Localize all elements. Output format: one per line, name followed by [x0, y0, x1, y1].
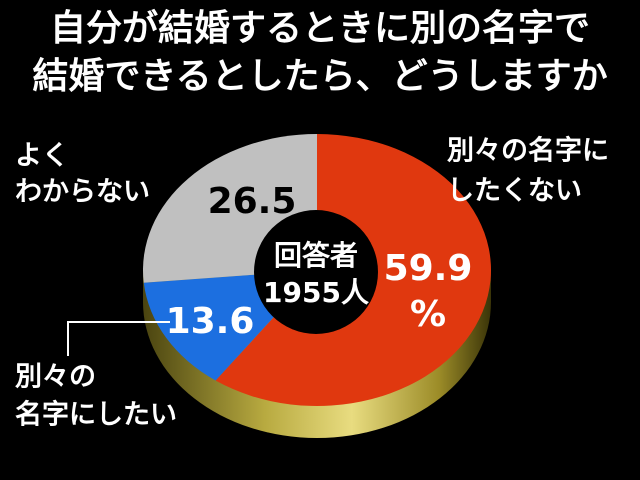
category-label: 別々の名字に: [447, 135, 609, 167]
pie: [143, 134, 491, 438]
value-label: %: [410, 294, 446, 335]
value-label: 13.6: [166, 301, 255, 342]
category-label: 名字にしたい: [15, 399, 177, 431]
category-label: 別々の: [15, 362, 96, 393]
chart-title: 自分が結婚するときに別の名字で: [50, 8, 590, 49]
chart-title: 結婚できるとしたら、どうしますか: [32, 56, 607, 97]
value-label: 26.5: [208, 181, 297, 222]
center-hole: [254, 210, 378, 334]
category-label: わからない: [15, 177, 150, 208]
category-label: よく: [15, 141, 69, 172]
value-label: 59.9: [384, 248, 473, 289]
center-label: 1955人: [263, 276, 369, 309]
center-label: 回答者: [274, 239, 358, 272]
leader-line: [67, 321, 170, 356]
category-label: したくない: [447, 176, 582, 207]
